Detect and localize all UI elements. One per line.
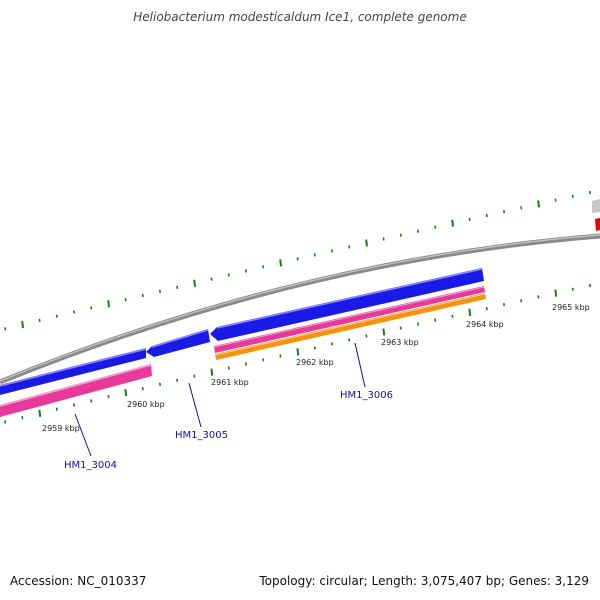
inner-scale-major-tick bbox=[124, 388, 128, 397]
gene-label-hm1-3004[interactable]: HM1_3004 bbox=[64, 460, 117, 471]
scale-label-2964: 2964 kbp bbox=[466, 320, 504, 329]
inner-scale-major-tick bbox=[210, 368, 214, 376]
partial-feature-grey[interactable] bbox=[592, 199, 600, 213]
outer-scale-major-tick bbox=[21, 320, 24, 329]
gene-label-hm1-3005[interactable]: HM1_3005 bbox=[175, 430, 228, 441]
genome-backbone bbox=[0, 233, 600, 385]
scale-label-2960: 2960 kbp bbox=[127, 400, 165, 409]
outer-scale-major-tick bbox=[279, 259, 282, 267]
outer-ticks bbox=[4, 190, 591, 331]
scale-labels: 2959 kbp 2960 kbp 2961 kbp 2962 kbp 2963… bbox=[42, 303, 590, 433]
inner-ticks bbox=[4, 283, 591, 424]
outer-scale-major-tick bbox=[193, 279, 196, 287]
accession-label: Accession: NC_010337 bbox=[10, 574, 147, 588]
scale-label-2962: 2962 kbp bbox=[296, 358, 334, 367]
cds-hm1-3006[interactable] bbox=[210, 268, 484, 341]
inner-scale-major-tick bbox=[38, 409, 42, 418]
scale-label-2961: 2961 kbp bbox=[211, 378, 249, 387]
outer-scale-major-tick bbox=[365, 239, 368, 247]
gene-hm1-3006[interactable] bbox=[213, 286, 485, 353]
scale-label-2963: 2963 kbp bbox=[381, 338, 419, 347]
genome-info-label: Topology: circular; Length: 3,075,407 bp… bbox=[259, 574, 589, 588]
map-title: Heliobacterium modesticaldum Ice1, compl… bbox=[133, 10, 467, 24]
cds-hm1-3005[interactable] bbox=[146, 329, 210, 357]
scale-label-2965: 2965 kbp bbox=[552, 303, 590, 312]
scale-label-2959: 2959 kbp bbox=[42, 424, 80, 433]
partial-feature-red[interactable] bbox=[595, 218, 600, 231]
outer-scale-major-tick bbox=[537, 200, 540, 208]
inner-scale-major-tick bbox=[554, 289, 558, 297]
gene-hm1-3004[interactable] bbox=[0, 364, 152, 417]
cds-hm1-3004[interactable] bbox=[0, 348, 147, 395]
feature-tracks bbox=[0, 199, 600, 417]
gene-label-leader-hm1-3006 bbox=[354, 342, 366, 388]
inner-scale-major-tick bbox=[468, 308, 472, 317]
gene-label-leader-hm1-3004 bbox=[74, 413, 92, 457]
inner-scale-major-tick bbox=[382, 328, 386, 336]
gene-label-leader-hm1-3005 bbox=[188, 382, 202, 428]
gene-labels: HM1_3004 HM1_3005 HM1_3006 bbox=[64, 342, 393, 471]
rna-hm1-3006[interactable] bbox=[214, 293, 486, 360]
outer-scale-major-tick bbox=[451, 219, 454, 227]
outer-scale-major-tick bbox=[107, 300, 110, 308]
gene-label-hm1-3006[interactable]: HM1_3006 bbox=[340, 390, 393, 401]
genome-backbone-highlight bbox=[0, 234, 600, 382]
inner-scale-major-tick bbox=[296, 348, 300, 356]
